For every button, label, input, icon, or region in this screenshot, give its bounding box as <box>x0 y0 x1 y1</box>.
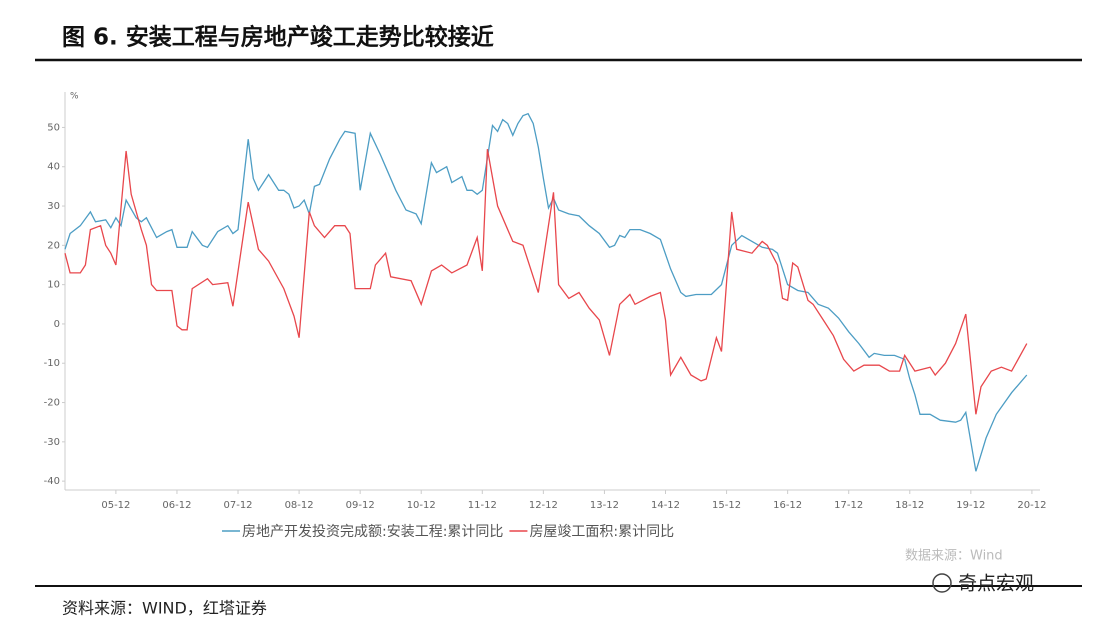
source-note: 资料来源：WIND，红塔证券 <box>62 599 267 618</box>
series-line <box>64 112 1028 472</box>
y-axis-label: % <box>70 92 79 102</box>
x-tick-label: 11-12 <box>468 500 497 511</box>
y-tick-label: 20 <box>47 240 60 251</box>
chart-title: 图 6. 安装工程与房地产竣工走势比较接近 <box>62 24 494 51</box>
wechat-icon <box>932 573 952 593</box>
series-line <box>64 148 1028 415</box>
x-tick-label: 19-12 <box>956 500 985 511</box>
x-tick-label: 18-12 <box>895 500 924 511</box>
x-tick-label: 15-12 <box>712 500 741 511</box>
y-tick-label: 0 <box>54 319 60 330</box>
x-tick-label: 12-12 <box>529 500 558 511</box>
x-tick-label: 16-12 <box>773 500 802 511</box>
y-tick-label: 40 <box>47 162 60 173</box>
watermark: 数据来源：Wind <box>905 549 1003 564</box>
x-tick-label: 10-12 <box>407 500 436 511</box>
y-tick-label: -40 <box>44 476 60 487</box>
x-tick-label: 05-12 <box>101 500 130 511</box>
x-tick-label: 14-12 <box>651 500 680 511</box>
legend-label: 房地产开发投资完成额:安装工程:累计同比 <box>242 524 503 540</box>
x-tick-label: 06-12 <box>162 500 191 511</box>
x-tick-label: 20-12 <box>1017 500 1046 511</box>
y-tick-label: 10 <box>47 280 60 291</box>
y-tick-label: 50 <box>47 122 60 133</box>
x-tick-label: 13-12 <box>590 500 619 511</box>
y-tick-label: -30 <box>44 437 60 448</box>
x-tick-label: 07-12 <box>223 500 252 511</box>
brand: 奇点宏观 <box>958 573 1034 595</box>
y-tick-label: -10 <box>44 358 60 369</box>
legend-label: 房屋竣工面积:累计同比 <box>529 524 674 540</box>
x-tick-label: 08-12 <box>285 500 314 511</box>
x-tick-label: 17-12 <box>834 500 863 511</box>
y-tick-label: 30 <box>47 201 60 212</box>
x-tick-label: 09-12 <box>346 500 375 511</box>
y-tick-label: -20 <box>44 398 60 409</box>
